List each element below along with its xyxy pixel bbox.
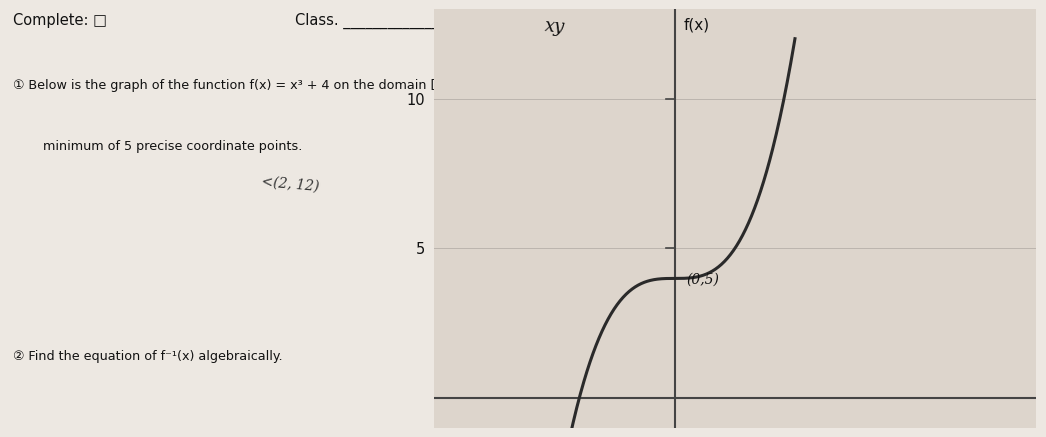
Text: ② Find the equation of f⁻¹(x) algebraically.: ② Find the equation of f⁻¹(x) algebraica… — [13, 350, 282, 363]
Text: Complete: □: Complete: □ — [13, 13, 107, 28]
Text: f(x): f(x) — [684, 18, 710, 33]
Text: <(2, 12): <(2, 12) — [260, 175, 319, 194]
Text: ① Below is the graph of the function f(x) = x³ + 4 on the domain [−2, 2]. Graph : ① Below is the graph of the function f(x… — [13, 79, 698, 92]
Text: Class. _______________: Class. _______________ — [295, 13, 454, 29]
Text: minimum of 5 precise coordinate points.: minimum of 5 precise coordinate points. — [43, 140, 302, 153]
Text: (0,5): (0,5) — [687, 272, 720, 286]
Text: xy: xy — [544, 17, 565, 37]
